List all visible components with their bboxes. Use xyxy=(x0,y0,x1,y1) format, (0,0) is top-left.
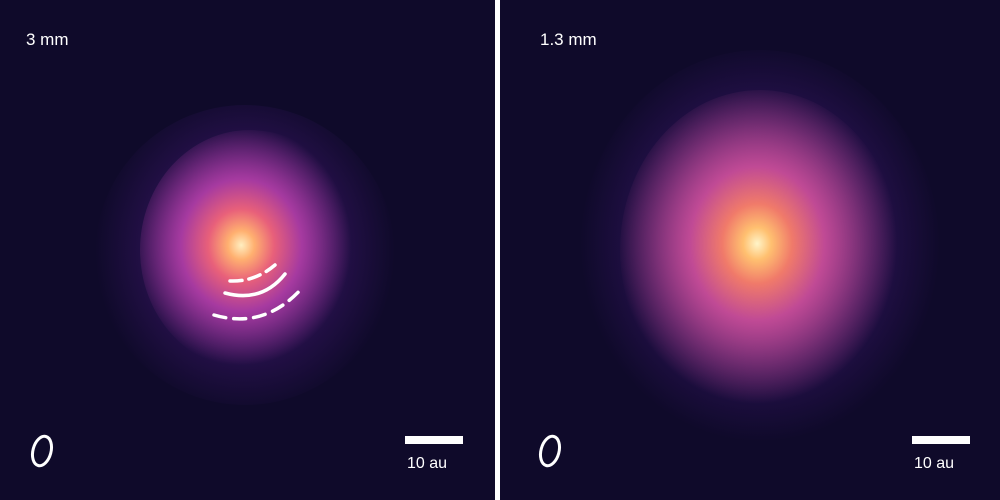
beam-ellipse-icon xyxy=(538,434,562,468)
panel-divider xyxy=(495,0,500,500)
left-image-panel-3mm: 3 mm 10 au xyxy=(0,0,495,500)
wavelength-label: 1.3 mm xyxy=(540,30,597,49)
scale-bar xyxy=(405,436,463,444)
scale-bar xyxy=(912,436,970,444)
spiral-arc-annotations xyxy=(30,263,305,468)
scale-label: 10 au xyxy=(914,455,955,472)
scale-label: 10 au xyxy=(407,455,448,472)
wavelength-label: 3 mm xyxy=(26,30,69,49)
right-image-panel-1-3mm: 1.3 mm 10 au xyxy=(500,0,1000,500)
disk-core xyxy=(620,90,900,410)
beam-ellipse-icon xyxy=(30,434,54,468)
disk-core xyxy=(140,130,360,370)
beam-overlay xyxy=(538,434,562,468)
